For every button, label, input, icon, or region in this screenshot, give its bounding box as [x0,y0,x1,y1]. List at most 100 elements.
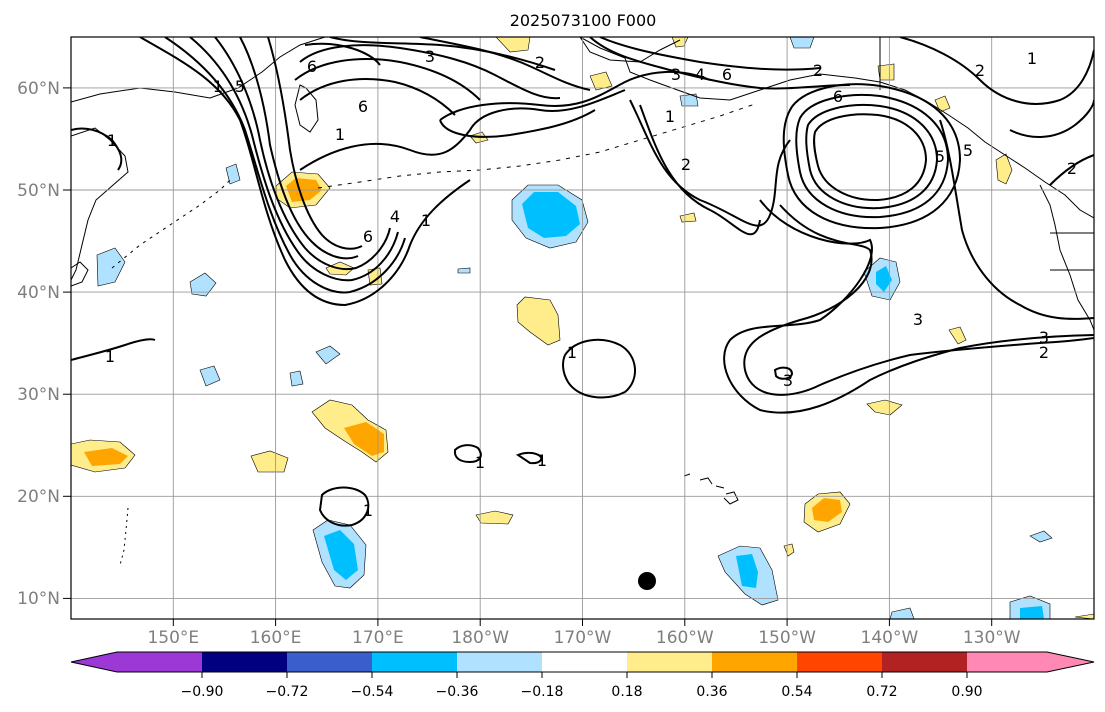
contour-label: 2 [1039,343,1049,362]
contour-label: 1 [363,501,373,520]
bc-coast [1039,184,1094,331]
contour-label: 1 [107,131,117,150]
colorbar: −0.90 −0.72 −0.54 −0.36 −0.18 0.18 0.36 … [70,651,1095,700]
japan-coast [71,261,89,287]
contour-label: 3 [1039,328,1049,347]
contour-line [1039,337,1094,344]
contour-line [329,37,556,71]
contour-label: 6 [358,97,368,116]
contour-label: 5 [235,77,245,96]
contour-label: 6 [833,87,843,106]
colorbar-tick-label: 0.54 [781,684,812,700]
contour-line [294,58,481,101]
colorbar-tick-label: 0.36 [696,684,727,700]
kamchatka-peninsula [294,84,319,133]
contour-ring-low [318,486,370,527]
contour-line [299,89,626,171]
lon-tick-label: 170°W [554,628,612,648]
positive-patch [250,450,289,473]
negative-patch [96,247,126,287]
kuril-islands [111,177,233,269]
contour-line [304,42,381,66]
contour-line [939,119,1094,320]
positive-core [344,422,384,456]
negative-patch [289,370,304,387]
contour-line [239,37,359,260]
positive-core [84,448,128,466]
colorbar-tick-label: −0.90 [181,684,224,700]
contour-line [299,44,561,100]
contour-label: 2 [681,155,691,174]
colorbar-ticks [201,672,968,678]
contour-line [629,99,791,227]
negative-core [736,554,758,588]
colorbar-segment [627,652,712,672]
contour-line [589,37,851,90]
lat-axis [63,87,71,599]
map-panel: 3 2 6 5 1 6 4 6 1 1 3 4 6 2 6 1 2 5 2 1 [17,36,1095,648]
positive-core [812,498,842,522]
contour-label: 1 [105,347,115,366]
contour-ring-low [515,451,543,465]
lon-tick-label: 150°W [758,628,816,648]
negative-patch [225,163,241,185]
colorbar-tick-label: 0.72 [866,684,897,700]
contour-labels: 3 2 6 5 1 6 4 6 1 1 3 4 6 2 6 1 2 5 2 1 [105,47,1077,520]
contour-line [599,37,821,71]
contour-label: 5 [935,147,945,166]
positive-patch [679,212,697,223]
colorbar-tick-label: −0.54 [351,684,394,700]
negative-patch [1029,530,1053,543]
negative-patch [789,37,815,49]
map-title: 2025073100 F000 [510,11,657,30]
negative-patch [199,365,221,387]
positive-patch [516,296,561,346]
marshall-islands [119,507,129,566]
contour-line [71,338,156,361]
contour-line [639,104,761,236]
colorbar-tick-label: −0.18 [521,684,564,700]
lon-axis [172,619,993,626]
colorbar-segment [117,652,202,672]
contour-label: 3 [783,371,793,390]
lat-tick-label: 20°N [17,487,60,507]
contour-label: 3 [425,47,435,66]
colorbar-segment [542,652,627,672]
lat-labels: 60°N 50°N 40°N 30°N 20°N 10°N [17,79,60,609]
negative-patch [315,345,341,365]
lon-tick-label: 140°W [861,628,919,648]
contour-line [214,37,391,270]
negative-core [876,266,892,292]
colorbar-tick-label: −0.36 [436,684,479,700]
contour-line [899,37,1094,105]
colorbar-segment [967,652,1047,672]
lon-tick-label: 150°E [147,628,199,648]
contour-line [189,37,399,282]
contour-line [139,37,471,307]
hawaii-islands [683,473,739,505]
coastline-layer [71,37,1094,566]
contour-ring-low [453,444,482,464]
lon-tick-label: 130°W [963,628,1021,648]
positive-patch [1074,613,1094,619]
contour-label: 1 [1027,49,1037,68]
colorbar-segment [287,652,372,672]
shaded-anomaly-layer [71,37,1094,619]
contour-line [723,199,1094,414]
colorbar-extend-low [71,652,117,672]
contour-ring-low [562,338,637,399]
contour-label: 1 [567,343,577,362]
negative-core [324,530,358,580]
colorbar-tick-label: −0.72 [266,684,309,700]
colorbar-tick-labels: −0.90 −0.72 −0.54 −0.36 −0.18 0.18 0.36 … [181,684,983,700]
contour-label: 1 [537,451,547,470]
positive-patch [948,326,967,345]
contour-line [299,78,456,116]
positive-patch [866,399,903,416]
aleutian-islands [317,103,756,189]
contour-line [1009,99,1094,138]
colorbar-tick-label: 0.90 [951,684,982,700]
canada-border [879,37,1094,271]
colorbar-segment [372,652,457,672]
